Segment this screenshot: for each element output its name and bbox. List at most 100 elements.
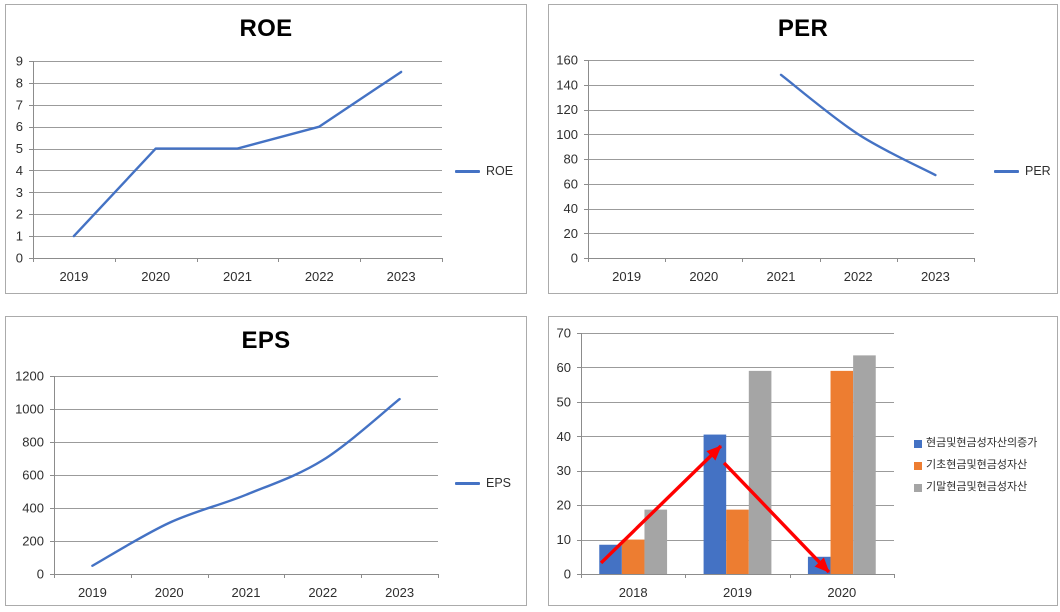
trend-arrow bbox=[599, 444, 723, 565]
svg-text:2019: 2019 bbox=[78, 585, 107, 600]
eps-legend: EPS bbox=[455, 476, 511, 490]
bar-2019 bbox=[703, 434, 727, 574]
svg-text:2020: 2020 bbox=[155, 585, 184, 600]
trend-arrow bbox=[722, 461, 831, 574]
svg-text:4: 4 bbox=[16, 163, 23, 178]
svg-text:7: 7 bbox=[16, 97, 23, 112]
per-series-line bbox=[779, 73, 937, 177]
svg-text:800: 800 bbox=[22, 435, 44, 450]
chart-title-eps: EPS bbox=[241, 327, 291, 354]
svg-text:8: 8 bbox=[16, 75, 23, 90]
svg-text:40: 40 bbox=[557, 429, 571, 444]
chart-panel-cashflow: 0 10 20 30 40 50 60 70 2018 2019 2020 현금및현금성자산의증가 … bbox=[548, 316, 1058, 606]
svg-text:2021: 2021 bbox=[223, 269, 252, 284]
svg-text:1000: 1000 bbox=[15, 402, 44, 417]
svg-text:30: 30 bbox=[557, 463, 571, 478]
bar-2019 bbox=[726, 509, 749, 574]
svg-text:6: 6 bbox=[16, 119, 23, 134]
svg-text:2020: 2020 bbox=[827, 585, 856, 600]
svg-text:50: 50 bbox=[557, 394, 571, 409]
svg-text:60: 60 bbox=[557, 360, 571, 375]
per-legend: PER bbox=[994, 164, 1051, 178]
axes bbox=[584, 60, 975, 262]
axis-tick-labels: 0 1 2 3 4 5 6 7 8 9 2019 2020 2021 2022 2023 bbox=[16, 54, 416, 285]
svg-text:10: 10 bbox=[557, 532, 571, 547]
svg-text:2021: 2021 bbox=[232, 585, 261, 600]
roe-legend: ROE bbox=[455, 164, 513, 178]
svg-text:60: 60 bbox=[564, 176, 578, 191]
legend-label: 기초현금및현금성자산 bbox=[926, 459, 1028, 471]
per-line-chart: 0 20 40 60 80 100 120 140 160 2019 2020 2021 2022 202… bbox=[556, 53, 975, 285]
bars bbox=[599, 355, 876, 574]
svg-text:80: 80 bbox=[564, 152, 578, 167]
eps-legend-line-swatch bbox=[455, 481, 480, 485]
svg-text:2019: 2019 bbox=[723, 585, 752, 600]
legend-label: 기말현금및현금성자산 bbox=[926, 481, 1028, 493]
chart-title-roe: ROE bbox=[239, 15, 293, 42]
per-legend-line-swatch bbox=[994, 169, 1019, 173]
bar-2019 bbox=[748, 370, 772, 574]
svg-text:120: 120 bbox=[556, 102, 578, 117]
svg-text:5: 5 bbox=[16, 141, 23, 156]
legend-color-swatch-blue bbox=[914, 439, 922, 448]
bar-2018 bbox=[599, 544, 622, 574]
svg-text:1200: 1200 bbox=[15, 369, 44, 384]
svg-text:160: 160 bbox=[556, 53, 578, 68]
svg-text:2022: 2022 bbox=[308, 585, 337, 600]
roe-legend-label: ROE bbox=[486, 164, 514, 178]
cashflow-legend: 현금및현금성자산의증가 기초현금및현금성자산 기말현금및현금성자산 bbox=[914, 437, 1037, 494]
axes bbox=[577, 333, 895, 578]
svg-text:0: 0 bbox=[564, 567, 571, 582]
svg-text:20: 20 bbox=[564, 226, 578, 241]
trend-arrows bbox=[599, 444, 831, 574]
svg-text:2019: 2019 bbox=[59, 269, 88, 284]
svg-text:0: 0 bbox=[16, 251, 23, 266]
eps-line-chart: 0 200 400 600 800 1000 1200 2019 2020 2021 2022 202… bbox=[15, 369, 439, 601]
bar-2020 bbox=[853, 355, 876, 574]
svg-text:2023: 2023 bbox=[921, 269, 950, 284]
axis-tick-labels: 0 10 20 30 40 50 60 70 2018 2019 2020 bbox=[557, 326, 857, 601]
svg-text:40: 40 bbox=[564, 201, 578, 216]
legend-color-swatch-orange bbox=[914, 461, 922, 470]
legend-item: 기초현금및현금성자산 bbox=[914, 459, 1037, 472]
svg-text:70: 70 bbox=[557, 326, 571, 341]
cashflow-bar-chart: 0 10 20 30 40 50 60 70 2018 2019 2020 bbox=[557, 326, 895, 601]
svg-text:20: 20 bbox=[557, 498, 571, 513]
legend-item: 기말현금및현금성자산 bbox=[914, 481, 1037, 494]
svg-text:2022: 2022 bbox=[305, 269, 334, 284]
svg-text:2020: 2020 bbox=[141, 269, 170, 284]
svg-text:3: 3 bbox=[16, 185, 23, 200]
gridlines bbox=[54, 376, 438, 542]
legend-color-swatch-gray bbox=[914, 483, 922, 492]
bar-2018 bbox=[621, 539, 645, 574]
svg-text:400: 400 bbox=[22, 501, 44, 516]
chart-panel-roe: 0 1 2 3 4 5 6 7 8 9 2019 2020 2021 2022 2023 ROE ROE bbox=[5, 4, 527, 294]
gridlines bbox=[588, 60, 974, 234]
roe-legend-line-swatch bbox=[455, 169, 480, 173]
svg-text:2018: 2018 bbox=[619, 585, 648, 600]
eps-series-line bbox=[91, 397, 401, 567]
eps-legend-label: EPS bbox=[486, 476, 512, 490]
svg-text:2020: 2020 bbox=[689, 269, 718, 284]
bar-2020 bbox=[830, 370, 854, 574]
svg-text:2019: 2019 bbox=[612, 269, 641, 284]
svg-text:2: 2 bbox=[16, 207, 23, 222]
axis-tick-labels: 0 200 400 600 800 1000 1200 2019 2020 2021 2022 202… bbox=[15, 369, 414, 601]
per-legend-label: PER bbox=[1025, 164, 1051, 178]
svg-text:200: 200 bbox=[22, 534, 44, 549]
svg-text:1: 1 bbox=[16, 229, 23, 244]
roe-series-line bbox=[72, 70, 403, 238]
svg-text:2023: 2023 bbox=[385, 585, 414, 600]
legend-item: 현금및현금성자산의증가 bbox=[914, 437, 1037, 450]
chart-panel-eps: 0 200 400 600 800 1000 1200 2019 2020 2021 2022 202… bbox=[5, 316, 527, 606]
svg-text:9: 9 bbox=[16, 54, 23, 69]
roe-line-chart: 0 1 2 3 4 5 6 7 8 9 2019 2020 2021 2022 2023 bbox=[16, 54, 443, 285]
chart-panel-per: 0 20 40 60 80 100 120 140 160 2019 2020 2021 2022 202… bbox=[548, 4, 1058, 294]
bar-2018 bbox=[644, 509, 668, 574]
axis-tick-labels: 0 20 40 60 80 100 120 140 160 2019 2020 2021 2022 202… bbox=[556, 53, 950, 285]
svg-text:0: 0 bbox=[571, 251, 578, 266]
svg-text:0: 0 bbox=[37, 567, 44, 582]
svg-text:2021: 2021 bbox=[767, 269, 796, 284]
svg-text:100: 100 bbox=[556, 127, 578, 142]
